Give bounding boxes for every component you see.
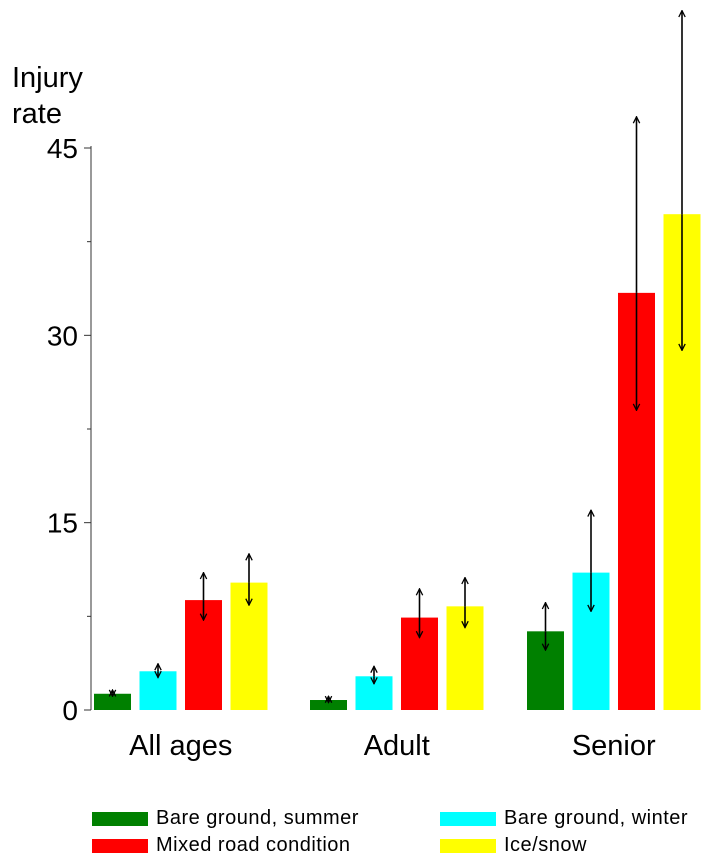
y-tick-label-15: 15 [47,508,78,539]
bar-all-ages-bare-ground-summer [94,693,131,710]
x-category-label-senior: Senior [572,730,656,762]
x-category-label-all-ages: All ages [129,730,232,762]
x-category-label-adult: Adult [364,730,430,762]
y-axis-label-line-1: Injury [12,62,83,94]
y-tick-label-0: 0 [62,695,78,726]
y-tick-label-45: 45 [47,133,78,164]
y-tick-label-30: 30 [47,320,78,351]
bar-adult-bare-ground-summer [310,700,347,710]
y-axis-label-line-2: rate [12,98,62,130]
